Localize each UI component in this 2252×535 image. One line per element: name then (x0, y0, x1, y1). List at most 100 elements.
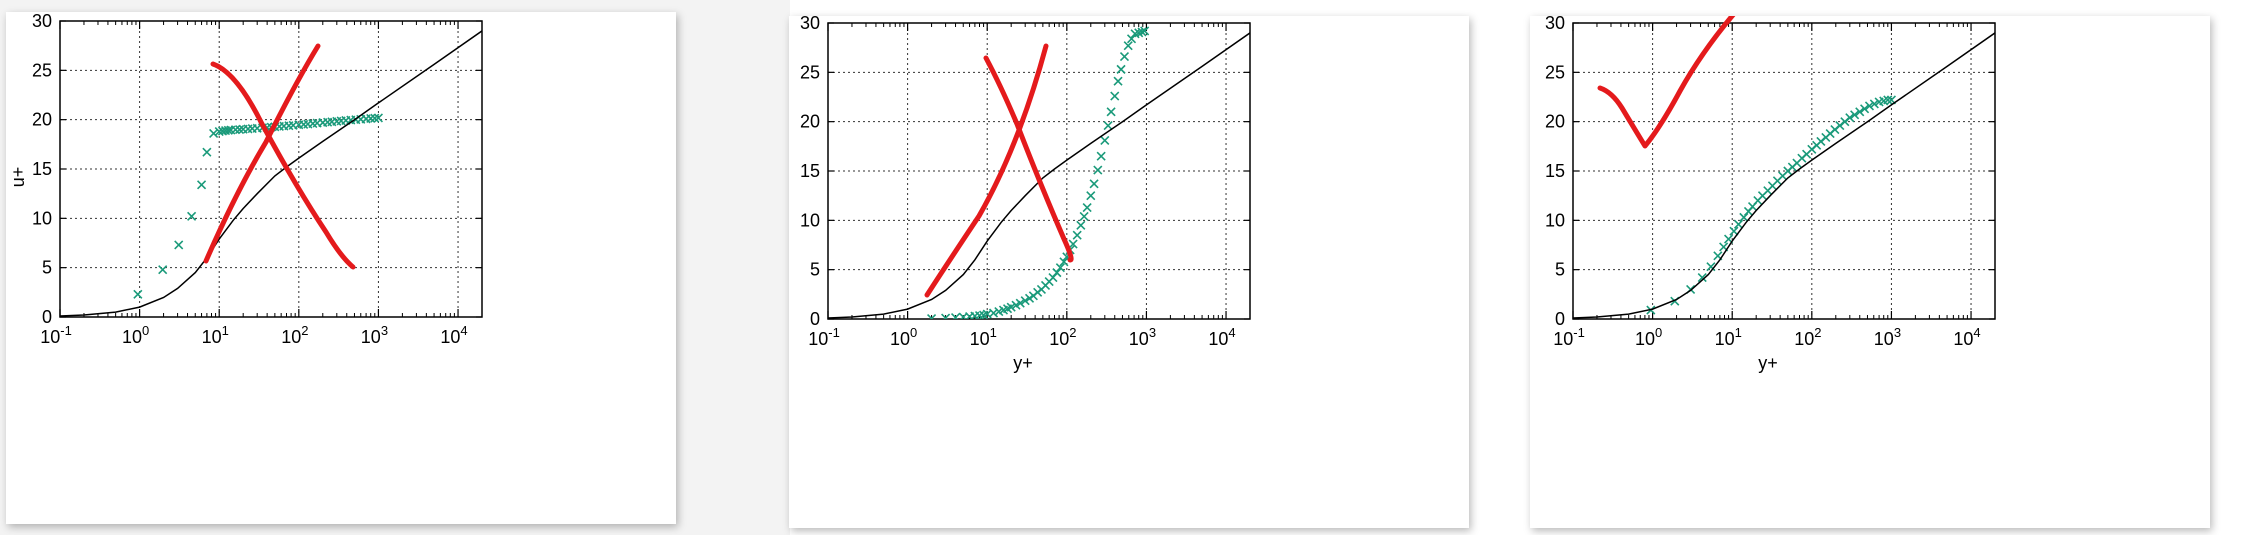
y-tick-label: 25 (800, 62, 820, 82)
data-point (1116, 64, 1126, 74)
x-tick-label: 102 (281, 323, 308, 347)
y-tick-label: 0 (1555, 309, 1565, 329)
data-point (1093, 165, 1103, 175)
data-point (1110, 91, 1120, 101)
data-point (1869, 99, 1879, 109)
y-axis-label: u+ (8, 167, 28, 188)
data-point (209, 128, 219, 139)
y-tick-label: 5 (1555, 260, 1565, 280)
chart-panel-2: 0 5 10 15 20 25 30 10-1 100 101 102 103 104 y+ (789, 16, 1469, 528)
data-point (1113, 76, 1123, 86)
x-tick-label: 103 (1874, 325, 1901, 349)
data-point (1850, 110, 1860, 120)
red-annotation-stroke (203, 43, 321, 264)
data-point (1055, 263, 1065, 273)
chart-panel-1: 0 5 10 15 20 25 30 10-1 100 101 102 103 104 u+ (6, 12, 676, 524)
y-tick-label: 0 (810, 309, 820, 329)
data-point (1137, 27, 1147, 37)
data-point (1106, 107, 1116, 117)
data-point (988, 308, 999, 318)
data-point (1119, 51, 1130, 62)
x-tick-label: 10-1 (40, 323, 72, 347)
data-point (1845, 113, 1855, 123)
y-tick-label: 15 (800, 161, 820, 181)
data-point (1072, 230, 1082, 240)
y-tick-label: 15 (1545, 161, 1565, 181)
data-point (1076, 220, 1086, 230)
y-tick-label: 10 (1545, 210, 1565, 230)
data-point (1015, 298, 1025, 308)
red-annotation-stroke (924, 43, 1049, 298)
data-point (1059, 257, 1069, 267)
x-tick-label: 10-1 (1553, 325, 1585, 349)
data-point (133, 289, 143, 299)
plot-frame (59, 20, 483, 318)
data-point (1729, 226, 1739, 236)
data-point (1020, 296, 1030, 306)
data-point (187, 211, 197, 221)
data-point (1079, 211, 1089, 221)
y-tick-label: 0 (42, 307, 52, 327)
x-axis-label: y+ (1013, 353, 1033, 373)
data-point (1068, 239, 1078, 249)
theory-curve (1573, 32, 1995, 319)
data-point (1739, 212, 1749, 222)
data-point (1006, 302, 1016, 312)
data-point (1096, 151, 1106, 161)
data-point (1697, 272, 1707, 283)
data-point (927, 313, 937, 319)
y-tick-label: 10 (800, 210, 820, 230)
x-tick-label: 104 (1953, 325, 1980, 349)
plot-frame (827, 22, 1251, 320)
data-point (1864, 101, 1875, 111)
red-annotation-stroke (210, 61, 356, 270)
data-point (370, 113, 380, 123)
data-point (1052, 268, 1062, 278)
red-annotation-stroke (983, 55, 1074, 263)
y-tick-label: 5 (810, 260, 820, 280)
data-point (1883, 95, 1893, 105)
x-tick-label: 101 (970, 325, 997, 349)
data-point (958, 312, 968, 319)
x-tick-label: 100 (890, 325, 917, 349)
data-point (1733, 219, 1744, 229)
data-point (373, 113, 383, 123)
data-point (202, 147, 212, 157)
y-tick-label: 25 (1545, 62, 1565, 82)
y-tick-label: 20 (800, 112, 820, 132)
chart-panel-3: 0 5 10 15 20 25 30 10-1 100 101 102 103 104 y+ (1530, 16, 2210, 528)
y-tick-label: 20 (32, 110, 52, 130)
y-tick-label: 30 (800, 16, 820, 33)
data-point (1082, 202, 1092, 213)
x-tick-label: 104 (440, 323, 467, 347)
theory-curve (60, 30, 482, 317)
data-point (1140, 26, 1150, 36)
plot-frame (1572, 22, 1996, 320)
y-tick-label: 20 (1545, 112, 1565, 132)
data-point (941, 313, 951, 319)
x-tick-label: 104 (1208, 325, 1235, 349)
data-point (158, 265, 168, 275)
x-axis-label: y+ (1758, 353, 1778, 373)
data-point (950, 312, 961, 319)
x-tick-label: 102 (1794, 325, 1821, 349)
data-point (1089, 179, 1099, 189)
x-tick-label: 101 (1715, 325, 1742, 349)
data-point (1103, 121, 1113, 131)
y-tick-label: 10 (32, 208, 52, 228)
x-tick-label: 103 (361, 323, 388, 347)
chart-2: 0 5 10 15 20 25 30 10-1 100 101 102 103 104 y+ (800, 16, 1251, 373)
data-point (234, 124, 245, 135)
y-tick-label: 15 (32, 159, 52, 179)
x-tick-label: 100 (122, 323, 149, 347)
y-tick-label: 30 (32, 12, 52, 31)
data-point (1100, 135, 1110, 145)
data-point (1126, 34, 1137, 44)
x-tick-label: 103 (1129, 325, 1156, 349)
y-tick-label: 25 (32, 60, 52, 80)
red-annotation-stroke (1597, 16, 1736, 149)
data-point (1855, 107, 1865, 117)
x-tick-label: 100 (1635, 325, 1662, 349)
x-tick-label: 101 (202, 323, 229, 347)
y-tick-label: 30 (1545, 16, 1565, 33)
